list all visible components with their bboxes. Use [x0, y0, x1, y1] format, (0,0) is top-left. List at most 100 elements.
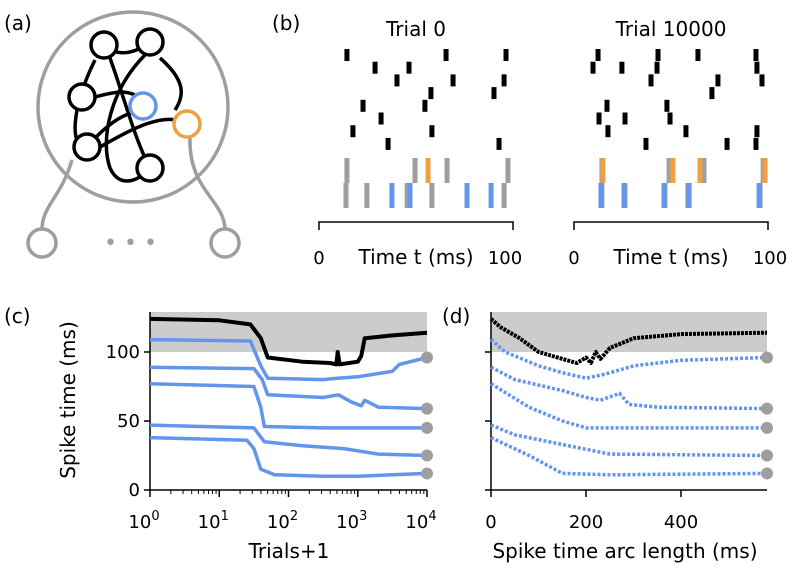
spike-mark	[385, 137, 391, 150]
spike-mark-orange	[762, 158, 768, 183]
spike-mark	[622, 112, 628, 125]
spike-mark	[372, 61, 378, 74]
target-dot	[761, 449, 773, 462]
raster-title: Trial 0	[385, 17, 446, 41]
spike-mark	[429, 125, 435, 138]
x-tick-label: 102	[267, 509, 298, 533]
spike-mark	[619, 61, 625, 74]
target-dot	[421, 449, 433, 462]
spike-mark	[360, 99, 366, 112]
x-axis-label: Trials+1	[248, 539, 330, 563]
series-input4	[149, 423, 428, 458]
spike-mark	[683, 125, 689, 138]
readout-neuron	[26, 227, 58, 259]
raster-trial-0: Trial 0 Time t (ms) 0 100	[313, 17, 522, 269]
target-dot	[421, 402, 433, 415]
x-tick-label: 101	[198, 509, 229, 533]
spike-mark-gray	[412, 158, 418, 183]
ellipsis: • • •	[104, 231, 157, 256]
target-dot	[761, 467, 773, 480]
input-neuron-blue	[128, 91, 158, 121]
y-axis-label: Spike time (ms)	[56, 321, 80, 479]
spike-mark-blue	[488, 183, 494, 208]
spike-mark	[596, 112, 602, 125]
spike-mark	[450, 74, 456, 87]
panel-label-b: (b)	[272, 11, 300, 35]
spike-mark	[655, 49, 661, 61]
spike-mark-blue	[661, 183, 667, 208]
spike-mark	[443, 49, 449, 61]
x-tick-exponent: 2	[290, 509, 298, 524]
spike-mark	[428, 87, 434, 100]
panel-label-d: (d)	[442, 304, 470, 328]
spike-mark	[709, 87, 715, 100]
series-output	[149, 316, 428, 367]
spike-mark	[724, 137, 730, 150]
x-axis-label: Spike time arc length (ms)	[492, 539, 757, 563]
series-input2	[149, 365, 428, 411]
spike-mark-gray	[343, 183, 349, 208]
spike-mark-gray	[364, 183, 370, 208]
spike-mark	[378, 112, 384, 125]
x-tick-label: 0	[485, 512, 496, 533]
x-tick-exponent: 4	[428, 509, 436, 524]
x-tick-exponent: 0	[151, 509, 159, 524]
spike-mark-blue	[464, 183, 470, 208]
spike-mark-gray	[701, 158, 707, 183]
spike-mark-orange	[670, 158, 676, 183]
x-tick-label: 103	[336, 509, 367, 533]
readout-neuron	[209, 227, 241, 259]
series-input3	[149, 381, 427, 430]
spike-mark-orange	[697, 158, 703, 183]
spike-mark-gray	[501, 183, 507, 208]
y-tick-label: 100	[106, 342, 140, 363]
spike-mark-gray	[344, 158, 350, 183]
target-dot	[421, 351, 433, 364]
spike-mark-blue	[621, 183, 627, 208]
series-input5	[490, 436, 768, 477]
network-diagram: • • •	[26, 10, 241, 259]
spike-mark	[643, 137, 649, 150]
spike-mark	[350, 125, 356, 138]
spike-mark-orange	[425, 158, 431, 183]
x-tick-label: 100	[753, 248, 787, 269]
spike-mark-orange	[600, 158, 606, 183]
spike-mark	[754, 61, 760, 74]
spike-mark	[753, 49, 759, 61]
output-connections	[40, 136, 227, 231]
spike-mark-gray	[404, 183, 410, 208]
panel-label-c: (c)	[4, 304, 31, 328]
spike-mark-blue	[407, 183, 413, 208]
x-tick-label: 0	[568, 248, 579, 269]
spike-mark	[605, 125, 611, 138]
spike-mark	[754, 125, 760, 138]
spike-mark	[595, 49, 601, 61]
series-input2	[490, 365, 768, 411]
x-axis-label: Time t (ms)	[612, 245, 728, 269]
spike-mark	[501, 74, 507, 87]
x-axis-label: Time t (ms)	[357, 245, 473, 269]
series-input4	[490, 423, 768, 458]
spike-mark	[648, 74, 654, 87]
spike-mark	[590, 61, 596, 74]
x-tick-label: 100	[488, 248, 522, 269]
spike-mark-gray	[429, 183, 435, 208]
spike-mark-blue	[389, 183, 395, 208]
x-tick-exponent: 3	[359, 509, 367, 524]
series-input1	[489, 338, 768, 380]
series-input1	[149, 337, 428, 382]
series-input3	[490, 382, 767, 430]
target-dot	[421, 421, 433, 434]
spike-mark	[503, 49, 509, 61]
x-tick-label: 400	[664, 512, 698, 533]
spike-mark	[344, 49, 350, 61]
spike-mark	[496, 137, 502, 150]
x-tick-label: 100	[128, 509, 159, 533]
spike-mark	[604, 99, 610, 112]
spike-mark	[654, 61, 660, 74]
spike-mark-blue	[686, 183, 692, 208]
spike-mark	[422, 99, 428, 112]
output-neuron-orange	[172, 109, 202, 139]
